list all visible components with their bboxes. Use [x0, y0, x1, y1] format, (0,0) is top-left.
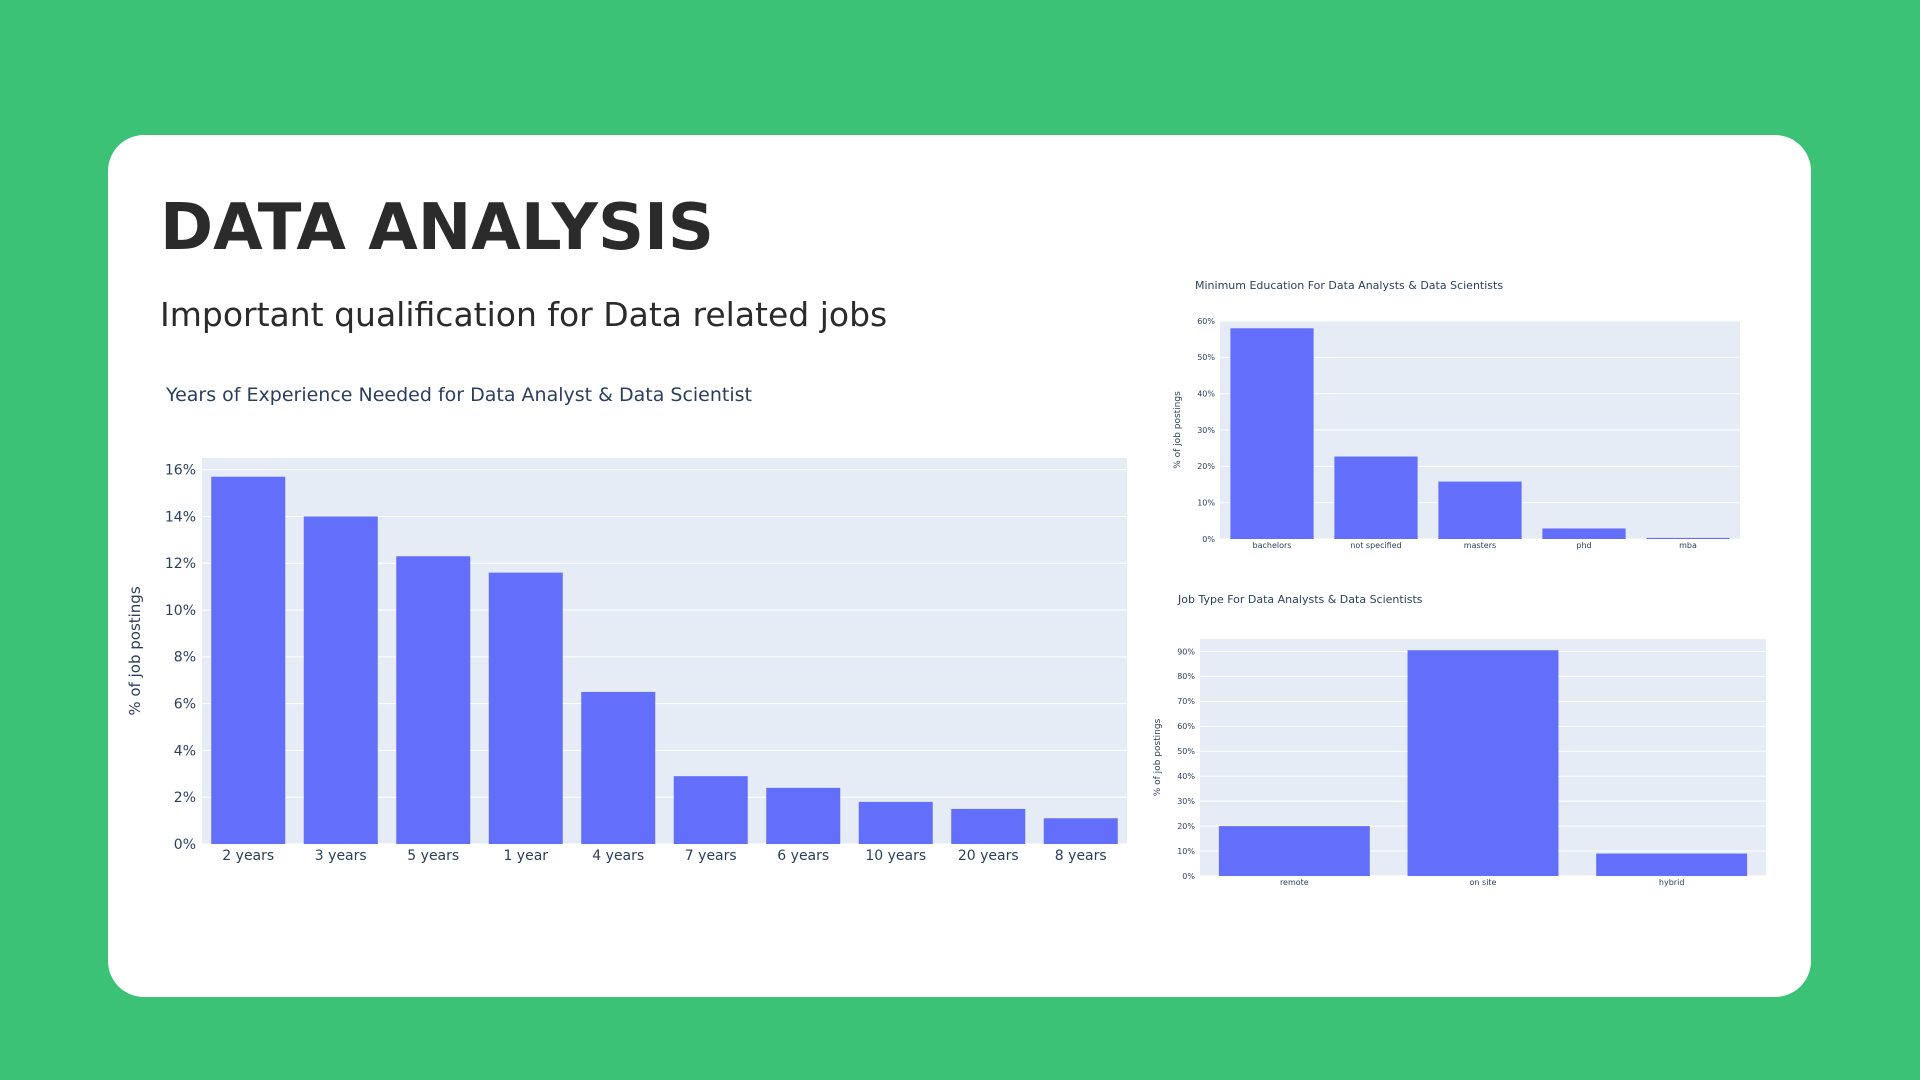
- x-tick-label: on site: [1470, 878, 1497, 887]
- y-tick-label: 14%: [165, 509, 196, 525]
- y-tick-label: 8%: [174, 650, 196, 666]
- y-tick-label: 10%: [1197, 498, 1215, 507]
- experience-chart: Years of Experience Needed for Data Anal…: [126, 384, 1127, 864]
- y-tick-label: 80%: [1177, 672, 1195, 681]
- x-tick-label: 5 years: [407, 848, 459, 864]
- bar-mba: [1646, 537, 1730, 539]
- bar-1-year: [488, 572, 563, 844]
- x-tick-label: 6 years: [777, 848, 829, 864]
- bar-remote: [1218, 826, 1370, 876]
- x-tick-label: masters: [1464, 541, 1496, 550]
- x-tick-label: 1 year: [503, 848, 548, 864]
- x-tick-label: 10 years: [865, 848, 926, 864]
- x-tick-label: remote: [1280, 878, 1309, 887]
- bar-masters: [1438, 481, 1522, 539]
- bar-6-years: [766, 787, 841, 844]
- bar-phd: [1542, 528, 1626, 539]
- bar-on-site: [1407, 650, 1559, 876]
- x-tick-label: not specified: [1350, 541, 1401, 550]
- bar-not-specified: [1334, 456, 1418, 539]
- x-tick-label: phd: [1576, 541, 1591, 550]
- y-tick-label: 50%: [1197, 353, 1215, 362]
- bar-hybrid: [1596, 853, 1748, 876]
- y-axis-label: % of job postings: [126, 586, 144, 715]
- bar-20-years: [951, 808, 1026, 844]
- y-tick-label: 30%: [1197, 426, 1215, 435]
- y-tick-label: 10%: [1177, 847, 1195, 856]
- y-tick-label: 40%: [1177, 772, 1195, 781]
- y-axis-label: % of job postings: [1153, 718, 1163, 796]
- y-tick-label: 6%: [174, 697, 196, 713]
- x-tick-label: 8 years: [1055, 848, 1107, 864]
- bar-7-years: [673, 776, 748, 844]
- x-tick-label: 7 years: [685, 848, 737, 864]
- y-tick-label: 40%: [1197, 389, 1215, 398]
- y-tick-label: 16%: [165, 463, 196, 479]
- y-tick-label: 20%: [1177, 822, 1195, 831]
- y-tick-label: 30%: [1177, 797, 1195, 806]
- chart-title: Years of Experience Needed for Data Anal…: [165, 384, 752, 406]
- y-tick-label: 0%: [1182, 872, 1195, 881]
- y-tick-label: 70%: [1177, 697, 1195, 706]
- bar-10-years: [858, 801, 933, 844]
- x-tick-label: 20 years: [958, 848, 1019, 864]
- bar-bachelors: [1230, 328, 1314, 539]
- y-tick-label: 0%: [1202, 535, 1215, 544]
- x-tick-label: hybrid: [1659, 878, 1684, 887]
- x-tick-label: 4 years: [592, 848, 644, 864]
- y-tick-label: 4%: [174, 743, 196, 759]
- education-chart: Minimum Education For Data Analysts & Da…: [1173, 279, 1740, 550]
- y-tick-label: 90%: [1177, 647, 1195, 656]
- page-title: DATA ANALYSIS: [160, 191, 714, 265]
- y-tick-label: 60%: [1197, 317, 1215, 326]
- y-tick-label: 10%: [165, 603, 196, 619]
- bar-5-years: [396, 556, 471, 844]
- y-tick-label: 20%: [1197, 462, 1215, 471]
- job-type-chart: Job Type For Data Analysts & Data Scient…: [1153, 593, 1766, 887]
- y-tick-label: 0%: [174, 837, 196, 853]
- chart-title: Minimum Education For Data Analysts & Da…: [1195, 279, 1503, 292]
- y-tick-label: 2%: [174, 790, 196, 806]
- y-tick-label: 12%: [165, 556, 196, 572]
- bar-3-years: [303, 516, 378, 844]
- y-tick-label: 50%: [1177, 747, 1195, 756]
- chart-title: Job Type For Data Analysts & Data Scient…: [1177, 593, 1423, 606]
- page-subtitle: Important qualification for Data related…: [160, 295, 888, 334]
- x-tick-label: 2 years: [222, 848, 274, 864]
- bar-2-years: [211, 476, 286, 844]
- x-tick-label: bachelors: [1253, 541, 1292, 550]
- x-tick-label: mba: [1679, 541, 1697, 550]
- bar-4-years: [581, 691, 656, 844]
- x-tick-label: 3 years: [315, 848, 367, 864]
- y-tick-label: 60%: [1177, 722, 1195, 731]
- bar-8-years: [1043, 818, 1118, 844]
- y-axis-label: % of job postings: [1173, 391, 1183, 469]
